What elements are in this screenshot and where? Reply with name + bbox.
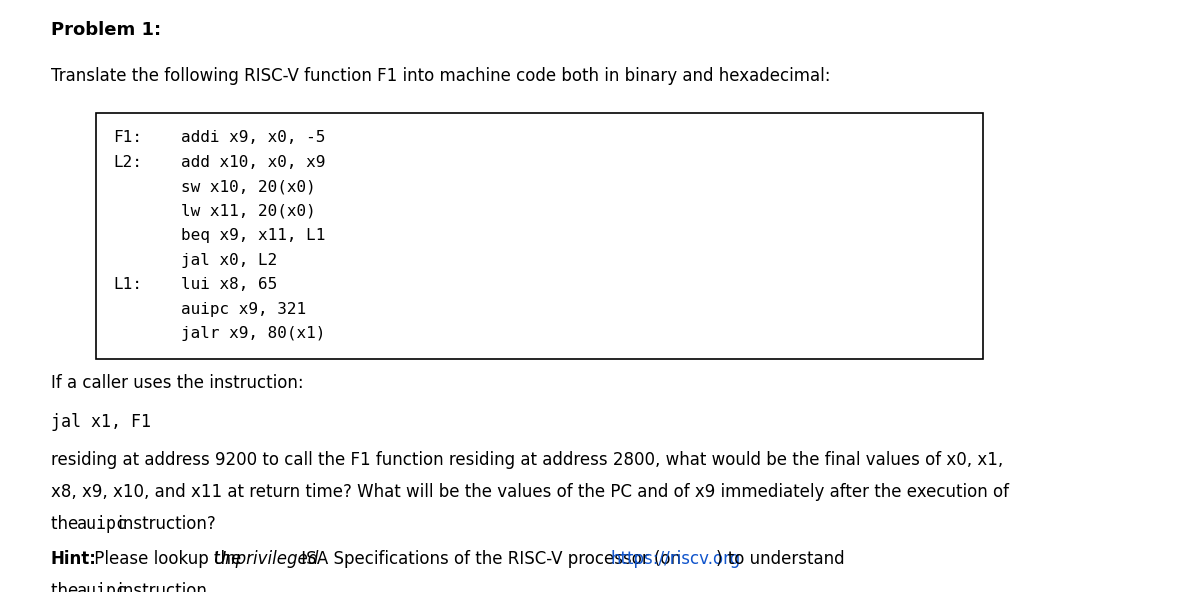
FancyBboxPatch shape [96,113,983,359]
Text: auipc: auipc [77,582,127,592]
Text: residing at address 9200 to call the F1 function residing at address 2800, what : residing at address 9200 to call the F1 … [50,451,1003,469]
Text: If a caller uses the instruction:: If a caller uses the instruction: [50,374,304,392]
Text: https://riscv.org: https://riscv.org [611,550,740,568]
Text: lw x11, 20(x0): lw x11, 20(x0) [181,204,316,219]
Text: jal x1, F1: jal x1, F1 [50,413,151,431]
Text: instruction?: instruction? [113,515,216,533]
Text: F1:: F1: [113,130,142,146]
Text: Please lookup the: Please lookup the [89,550,246,568]
Text: Translate the following RISC-V function F1 into machine code both in binary and : Translate the following RISC-V function … [50,67,830,85]
Text: Unprivileged: Unprivileged [214,550,318,568]
Text: instruction.: instruction. [113,582,212,592]
Text: Problem 1:: Problem 1: [50,21,161,38]
Text: auipc x9, 321: auipc x9, 321 [181,302,306,317]
Text: L1:: L1: [113,278,142,292]
Text: Hint:: Hint: [50,550,97,568]
Text: jal x0, L2: jal x0, L2 [181,253,277,268]
Text: ISA Specifications of the RISC-V processor (on: ISA Specifications of the RISC-V process… [295,550,686,568]
Text: add x10, x0, x9: add x10, x0, x9 [181,155,325,170]
Text: L2:: L2: [113,155,142,170]
Text: lui x8, 65: lui x8, 65 [181,278,277,292]
Text: the: the [50,515,83,533]
Text: sw x10, 20(x0): sw x10, 20(x0) [181,179,316,194]
Text: the: the [50,582,83,592]
Text: ) to understand: ) to understand [716,550,845,568]
Text: beq x9, x11, L1: beq x9, x11, L1 [181,229,325,243]
Text: x8, x9, x10, and x11 at return time? What will be the values of the PC and of x9: x8, x9, x10, and x11 at return time? Wha… [50,483,1009,501]
Text: jalr x9, 80(x1): jalr x9, 80(x1) [181,326,325,342]
Text: addi x9, x0, -5: addi x9, x0, -5 [181,130,325,146]
Text: auipc: auipc [77,515,127,533]
